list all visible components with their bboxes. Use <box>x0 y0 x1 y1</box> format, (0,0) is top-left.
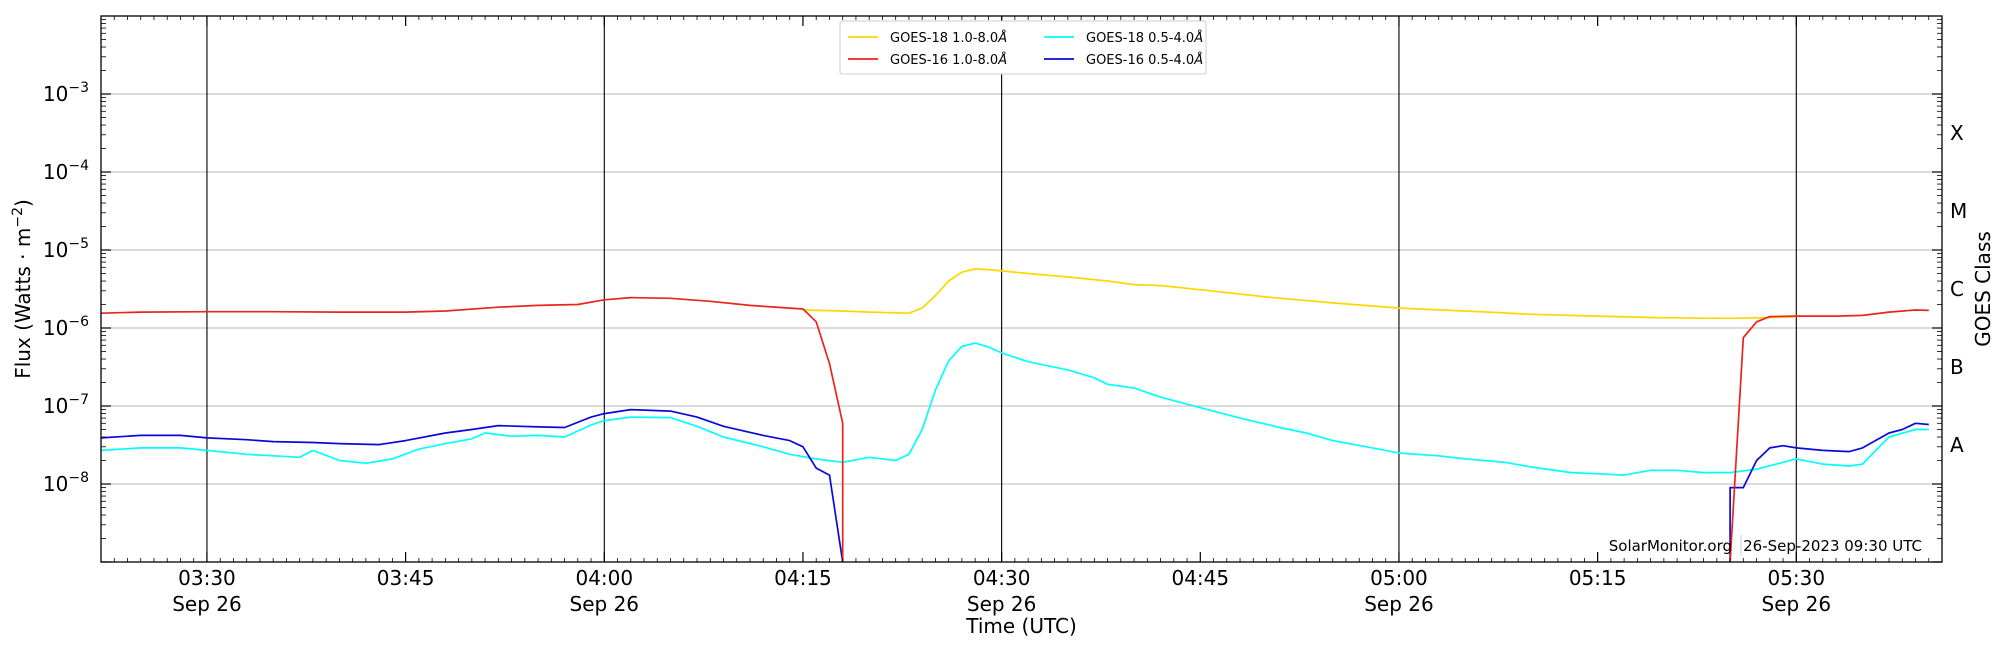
series-line-2-seg-0 <box>100 342 1929 476</box>
y-tick-exponent: −3 <box>68 80 89 96</box>
goes-class-axis-title: GOES Class <box>1971 231 1995 347</box>
vertical-lines-layer <box>206 16 1797 562</box>
goes-class-labels: A B C M X <box>1950 121 1967 457</box>
plot-frame <box>100 15 1943 563</box>
x-tick-date-label: Sep 26 <box>570 592 640 616</box>
y-tick-label: 10−3 <box>43 80 89 106</box>
y-tick-exponent: −7 <box>68 392 89 408</box>
y-tick-label: 10−4 <box>43 158 89 184</box>
x-tick-date-label: Sep 26 <box>1762 592 1832 616</box>
goes-class-label-x: X <box>1950 121 1964 145</box>
series-layer <box>100 268 1929 563</box>
x-tick-date-label: Sep 26 <box>172 592 242 616</box>
y-tick-exponent: −6 <box>68 314 89 330</box>
x-tick-label: 04:00 <box>575 566 633 590</box>
grid-layer <box>101 93 1942 485</box>
x-axis-title: Time (UTC) <box>965 614 1077 638</box>
legend-box <box>839 20 1207 75</box>
credit-source: SolarMonitor.org <box>1609 537 1732 555</box>
x-tick-label: 05:00 <box>1370 566 1428 590</box>
y-tick-base: 10 <box>43 316 68 340</box>
legend-label: GOES-16 1.0-8.0Å <box>890 52 1007 68</box>
tick-layer <box>100 16 1943 563</box>
y-tick-exponent: −8 <box>68 470 89 486</box>
legend-label: GOES-18 1.0-8.0Å <box>890 30 1007 46</box>
goes-class-label-b: B <box>1950 355 1964 379</box>
y-axis-title: Flux (Watts · m−2) <box>10 199 35 379</box>
series-line-1-seg-0 <box>100 296 844 562</box>
series-line-3-seg-0 <box>100 408 844 563</box>
y-tick-label: 10−6 <box>43 314 89 340</box>
legend: GOES-18 1.0-8.0Å GOES-16 1.0-8.0Å GOES-18 … <box>839 20 1207 75</box>
series-line-3-seg-1 <box>1729 422 1929 562</box>
goes-class-label-m: M <box>1950 199 1967 223</box>
credit-timestamp: 26-Sep-2023 09:30 UTC <box>1743 537 1922 555</box>
x-tick-date-label: Sep 26 <box>1364 592 1434 616</box>
legend-label: GOES-18 0.5-4.0Å <box>1086 30 1203 46</box>
series-line-1-seg-1 <box>1729 309 1929 563</box>
legend-label: GOES-16 0.5-4.0Å <box>1086 52 1203 68</box>
y-tick-base: 10 <box>43 472 68 496</box>
x-tick-label: 04:45 <box>1171 566 1229 590</box>
y-tick-exponent: −4 <box>68 158 89 174</box>
goes-class-label-c: C <box>1950 277 1964 301</box>
x-tick-label: 03:45 <box>377 566 435 590</box>
y-tick-label: 10−5 <box>43 236 89 262</box>
x-tick-label: 04:30 <box>973 566 1031 590</box>
x-tick-label: 04:15 <box>774 566 832 590</box>
y-tick-label: 10−7 <box>43 392 89 418</box>
y-tick-label: 10−8 <box>43 470 89 496</box>
goes-class-label-a: A <box>1950 433 1964 457</box>
x-tick-date-label: Sep 26 <box>967 592 1037 616</box>
y-axis-title-close: ) <box>11 199 35 207</box>
y-tick-base: 10 <box>43 394 68 418</box>
series-line-0-seg-0 <box>802 268 1797 320</box>
y-axis-title-exponent: −2 <box>10 207 26 228</box>
x-tick-label: 05:30 <box>1767 566 1825 590</box>
y-axis-title-main: Flux (Watts · m <box>11 228 35 379</box>
y-tick-exponent: −5 <box>68 236 89 252</box>
y-tick-labels: 10−810−710−610−510−410−3 <box>43 80 89 496</box>
credit: SolarMonitor.org 26-Sep-2023 09:30 UTC <box>1609 535 1922 555</box>
y-tick-base: 10 <box>43 238 68 262</box>
y-tick-base: 10 <box>43 82 68 106</box>
x-tick-label: 03:30 <box>178 566 236 590</box>
y-tick-base: 10 <box>43 160 68 184</box>
x-tick-label: 05:15 <box>1569 566 1627 590</box>
